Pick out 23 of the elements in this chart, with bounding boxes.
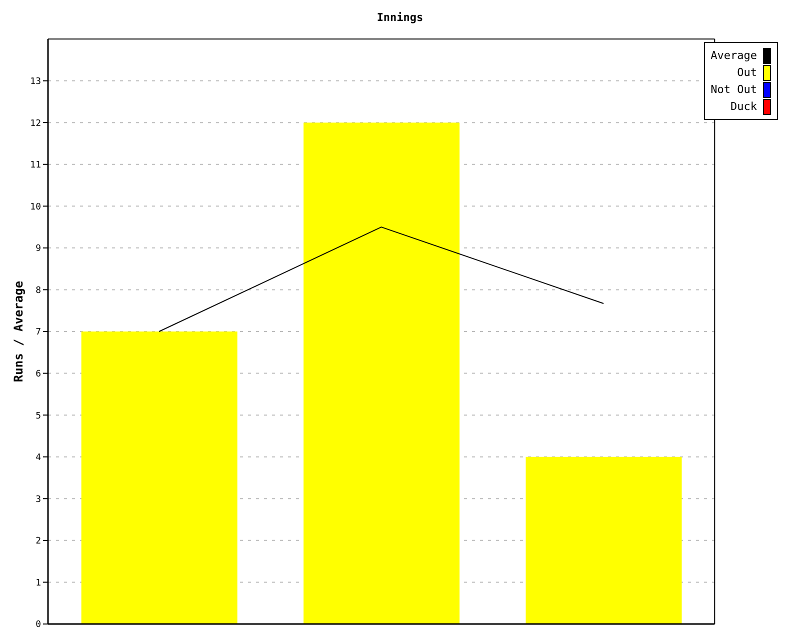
y-tick-label: 6 xyxy=(36,369,41,380)
y-tick-label: 4 xyxy=(36,453,41,464)
y-tick-label: 11 xyxy=(30,160,41,171)
legend-label: Not Out xyxy=(710,83,757,96)
y-tick-label: 10 xyxy=(30,202,41,212)
y-tick-label: 1 xyxy=(36,578,41,588)
y-tick-label: 7 xyxy=(36,328,41,338)
y-tick-label: 8 xyxy=(36,286,41,296)
bar xyxy=(526,456,682,624)
legend-label: Duck xyxy=(730,100,757,113)
chart-title: Innings xyxy=(376,11,424,24)
legend-label: Average xyxy=(710,49,757,62)
y-tick-label: 12 xyxy=(30,118,41,129)
bar xyxy=(81,332,238,624)
y-tick-label: 0 xyxy=(36,620,41,630)
y-axis-title: Runs / Average xyxy=(11,280,26,382)
legend-label: Out xyxy=(737,66,757,79)
y-tick-label: 9 xyxy=(36,244,41,254)
y-tick-label: 5 xyxy=(36,411,41,422)
y-tick-label: 3 xyxy=(36,494,41,505)
y-tick-label: 2 xyxy=(36,536,41,547)
y-tick-label: 13 xyxy=(30,76,41,87)
bar xyxy=(304,122,460,624)
